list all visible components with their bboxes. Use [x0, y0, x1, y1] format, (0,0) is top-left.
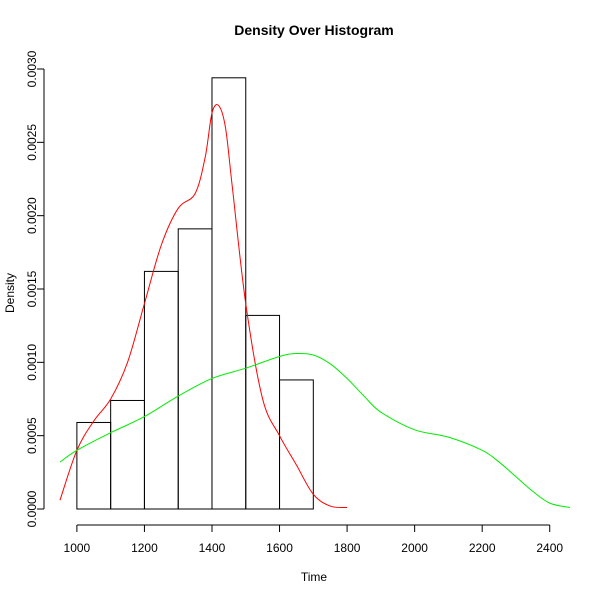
- y-tick-label: 0.0030: [25, 50, 39, 87]
- histogram-bar: [143, 270, 179, 510]
- histogram-bar: [177, 228, 213, 510]
- x-tick-label: 2200: [469, 541, 496, 555]
- y-tick-label: 0.0025: [25, 124, 39, 161]
- histogram-bar: [211, 77, 247, 510]
- histogram-bar: [110, 399, 145, 510]
- y-tick-label: 0.0000: [25, 490, 39, 527]
- y-tick-label: 0.0020: [25, 197, 39, 234]
- x-tick-label: 1600: [266, 541, 293, 555]
- histogram-bar: [245, 314, 281, 510]
- y-axis-label: Density: [3, 273, 17, 313]
- x-tick-label: 1800: [334, 541, 361, 555]
- x-tick-label: 2000: [401, 541, 428, 555]
- x-tick-label: 1000: [64, 541, 91, 555]
- histogram-bar: [279, 379, 314, 510]
- chart-title: Density Over Histogram: [234, 22, 394, 38]
- x-tick-label: 2400: [536, 541, 563, 555]
- x-tick-label: 1200: [131, 541, 158, 555]
- x-tick-label: 1400: [199, 541, 226, 555]
- y-tick-label: 0.0010: [25, 344, 39, 381]
- y-tick-label: 0.0005: [25, 417, 39, 454]
- x-axis-label: Time: [301, 570, 328, 584]
- density-curve-2: [59, 352, 571, 509]
- plot-area: 1000 1200 1400 1600 1800 2000 2200 2400 0.0000 0.…: [25, 50, 571, 555]
- y-tick-label: 0.0015: [25, 270, 39, 307]
- density-curve-1: [59, 104, 348, 509]
